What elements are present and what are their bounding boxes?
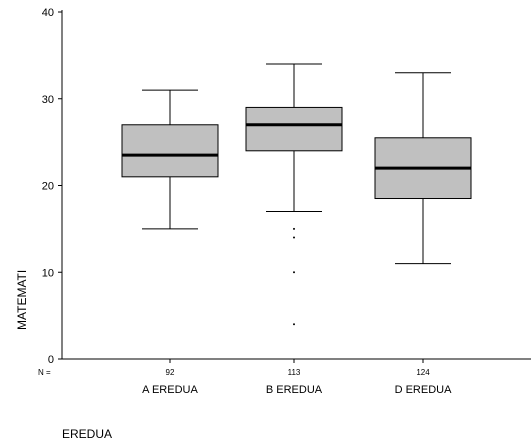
x-labels: 92 A EREDUA 113 B EREDUA 124 D EREDUA xyxy=(142,359,452,396)
category-label: A EREDUA xyxy=(142,384,198,396)
n-count-label: 113 xyxy=(288,368,301,377)
outlier-point xyxy=(293,271,295,274)
box-group xyxy=(121,89,219,230)
category-label: B EREDUA xyxy=(266,384,323,396)
outlier-point xyxy=(293,236,295,239)
y-ticks: 0 10 20 30 40 xyxy=(42,7,62,366)
n-count-label: 92 xyxy=(166,368,175,377)
y-tick-label: 0 xyxy=(48,354,54,366)
y-axis-title: MATEMATI xyxy=(15,270,29,330)
n-count-label: 124 xyxy=(416,368,430,377)
x-axis-title: EREDUA xyxy=(62,427,112,441)
category-label: D EREDUA xyxy=(395,384,453,396)
outlier-point xyxy=(293,323,295,326)
boxes xyxy=(121,63,472,326)
outlier-point xyxy=(293,227,295,230)
box-group xyxy=(245,63,343,326)
iqr-box xyxy=(245,106,343,152)
y-tick-label: 30 xyxy=(42,94,54,106)
y-tick-label: 40 xyxy=(42,7,54,19)
iqr-box xyxy=(121,124,219,178)
box-group xyxy=(374,72,472,265)
y-tick-label: 10 xyxy=(42,267,54,279)
y-tick-label: 20 xyxy=(42,181,54,193)
n-prefix-label: N = xyxy=(38,368,51,377)
